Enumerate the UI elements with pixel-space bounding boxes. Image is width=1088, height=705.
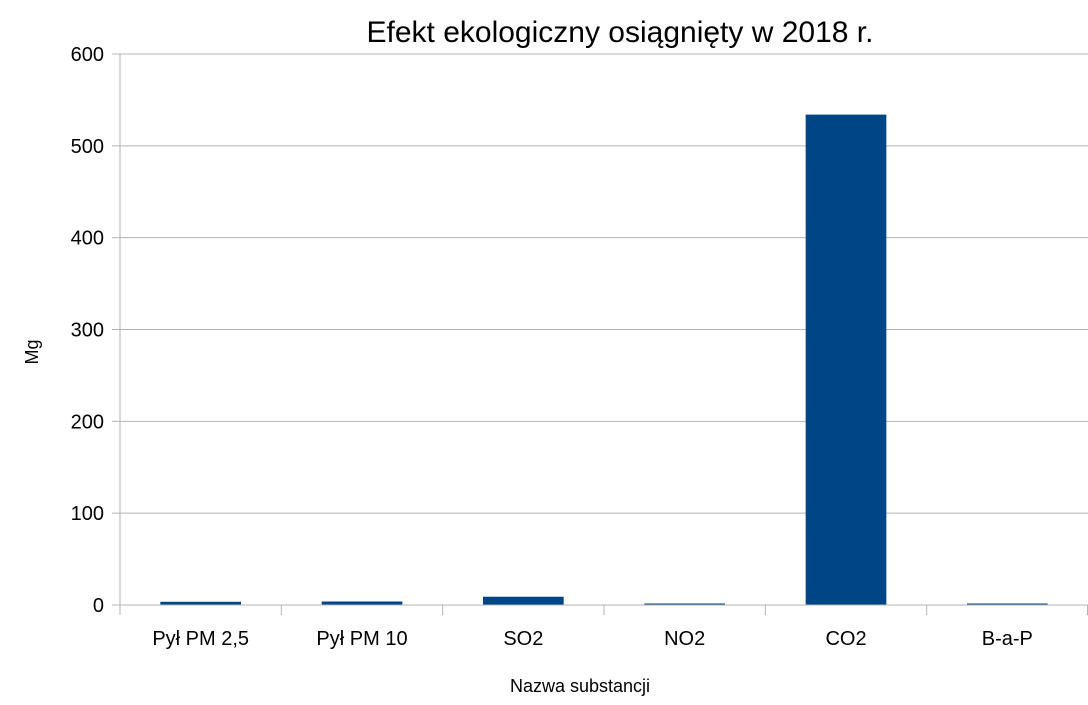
bar-2: [483, 596, 564, 605]
y-tick-label: 0: [93, 595, 104, 617]
bar-4: [805, 114, 887, 606]
y-tick-label: 300: [71, 320, 104, 342]
y-tick-label: 200: [71, 411, 104, 433]
x-tick-label: Pył PM 2,5: [152, 628, 249, 650]
x-axis-title: Nazwa substancji: [510, 676, 650, 696]
y-tick-label: 100: [71, 503, 104, 525]
bar-1: [321, 601, 403, 605]
x-tick-label: SO2: [503, 628, 543, 650]
chart-title: Efekt ekologiczny osiągnięty w 2018 r.: [367, 16, 874, 49]
bar-0: [160, 601, 241, 605]
x-tick-labels: Pył PM 2,5 Pył PM 10 SO2 NO2 CO2 B-a-P: [152, 628, 1033, 650]
x-tick-label: CO2: [825, 628, 866, 650]
axes: [112, 53, 1088, 615]
bar-5: [967, 603, 1048, 605]
y-tick-label: 600: [71, 44, 104, 66]
bars: [160, 114, 1048, 606]
y-tick-label: 400: [71, 228, 104, 250]
y-tick-label: 500: [71, 136, 104, 158]
bar-3: [644, 603, 725, 605]
x-tick-label: NO2: [664, 628, 705, 650]
y-tick-labels: 0 100 200 300 400 500 600: [71, 44, 104, 617]
x-tick-label: Pył PM 10: [316, 628, 407, 650]
x-tick-label: B-a-P: [982, 628, 1033, 650]
y-axis-title: Mg: [22, 339, 42, 364]
gridlines: [120, 53, 1088, 514]
